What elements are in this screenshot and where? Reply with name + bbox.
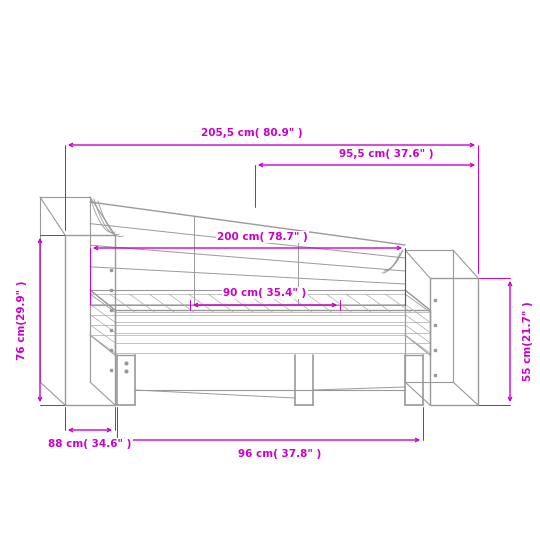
Text: 95,5 cm( 37.6" ): 95,5 cm( 37.6" ) [339, 149, 434, 159]
Text: 76 cm(29.9" ): 76 cm(29.9" ) [17, 280, 27, 360]
Text: 90 cm( 35.4" ): 90 cm( 35.4" ) [224, 288, 307, 298]
Text: 96 cm( 37.8" ): 96 cm( 37.8" ) [238, 449, 322, 459]
Text: 55 cm(21.7" ): 55 cm(21.7" ) [523, 302, 533, 381]
Text: 88 cm( 34.6" ): 88 cm( 34.6" ) [48, 439, 132, 449]
Text: 200 cm( 78.7" ): 200 cm( 78.7" ) [217, 232, 308, 242]
Text: 205,5 cm( 80.9" ): 205,5 cm( 80.9" ) [201, 128, 302, 138]
